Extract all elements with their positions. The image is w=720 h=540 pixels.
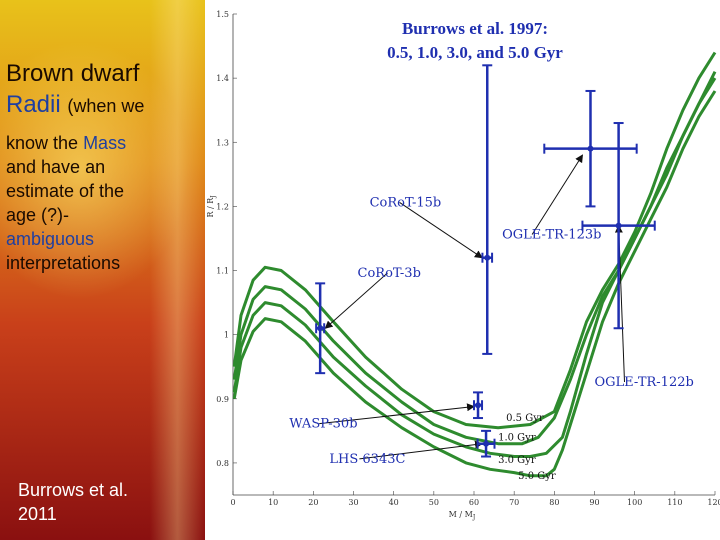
chart-title-line2: 0.5, 1.0, 3.0, and 5.0 Gyr [387,43,563,62]
data-marker [587,145,594,152]
x-tick-label: 90 [589,498,599,507]
heading-radii: Radii [6,91,61,118]
x-tick-label: 70 [509,498,519,507]
citation-line1: Burrows et al. [18,480,129,500]
slide-heading: Brown dwarf Radii (when we [6,58,202,122]
background-glow [0,40,190,300]
annotation-arrow [399,201,483,259]
body-know-the: know the [6,133,79,153]
isochrone-5-0-gyrcurve [232,90,717,478]
x-tick-label: 0 [230,498,235,507]
x-tick-label: 10 [268,498,278,507]
body-rest1: and have an [6,157,106,177]
curve-label: 0.5 Gyr [506,413,544,424]
annotation-label: OGLE-TR-123b [502,227,601,242]
annotation-arrow [531,154,583,235]
x-tick-label: 100 [627,498,642,507]
y-tick-label: 1.2 [216,202,229,211]
annotation-arrow [319,403,475,425]
chart-title-line1: Burrows et al. 1997: [402,19,548,38]
data-marker [483,440,490,447]
data-point-ogle-tr-122b [581,122,656,330]
x-axis-label: M / MJ [449,510,476,521]
x-tick-label: 110 [667,498,682,507]
y-tick-label: 1 [224,331,229,340]
data-point-wasp-30b [473,391,484,420]
data-point-ogle-tr-123b [543,89,638,208]
y-tick-label: 1.4 [216,74,229,83]
x-tick-label: 30 [348,498,358,507]
y-tick-label: 1.1 [216,267,229,276]
data-marker [475,402,482,409]
annotation-label: CoRoT-3b [358,266,421,281]
annotation-arrow [359,440,484,460]
x-tick-label: 60 [469,498,479,507]
mass-radius-chart: 0 10 20 30 40 50 60 70 80 90 100 110 120 0.8 0.9 1 1.1 1.… [206,10,720,521]
annotation-label: OGLE-TR-122b [595,375,694,390]
isochrone-0-5-gyrcurve [232,51,717,430]
data-marker [615,222,622,229]
annotation-arrow [324,272,388,329]
curve-label: 3.0 Gyr [498,455,536,466]
annotation-label: WASP-30b [289,417,357,432]
curve-label: 5.0 Gyr [518,471,556,482]
heading-when-we: (when we [67,96,145,116]
citation-line2: 2011 [18,504,57,524]
data-marker [484,254,491,261]
slide-body-text: know the Mass and have an estimate of th… [6,131,202,275]
data-marker [317,325,324,332]
body-interpretations: interpretations [6,253,121,273]
body-ambiguous: ambiguous [6,229,95,249]
annotation-label: LHS 6343C [329,452,405,467]
y-axis-label-sub: J [210,195,217,199]
body-mass: Mass [83,133,127,153]
citation: Burrows et al. 2011 [18,478,128,526]
data-point-corot-3b [315,282,326,375]
title-panel: Brown dwarf Radii (when we know the Mass… [0,0,205,540]
background-streak [150,0,205,540]
x-axis-label-sub: J [472,514,476,521]
y-tick-label: 1.5 [216,10,229,19]
body-rest2: estimate of the [6,181,125,201]
annotation-label: CoRoT-15b [370,195,442,210]
x-tick-label: 120 [707,498,720,507]
isochrone-3-0-gyrcurve [232,77,717,458]
data-point-lhs-6343c [476,429,496,458]
data-point-corot-15b [481,64,494,355]
x-tick-label: 50 [429,498,439,507]
heading-line1: Brown dwarf [6,60,140,87]
y-tick-label: 0.9 [216,395,229,404]
y-tick-label: 1.3 [216,138,229,147]
y-axis-label: R / RJ [206,195,217,218]
body-rest3: age (?)- [6,205,70,225]
x-tick-label: 20 [308,498,318,507]
x-tick-label: 40 [389,498,399,507]
y-tick-label: 0.8 [216,459,229,468]
x-tick-label: 80 [549,498,559,507]
curve-label: 1.0 Gyr [498,432,536,443]
